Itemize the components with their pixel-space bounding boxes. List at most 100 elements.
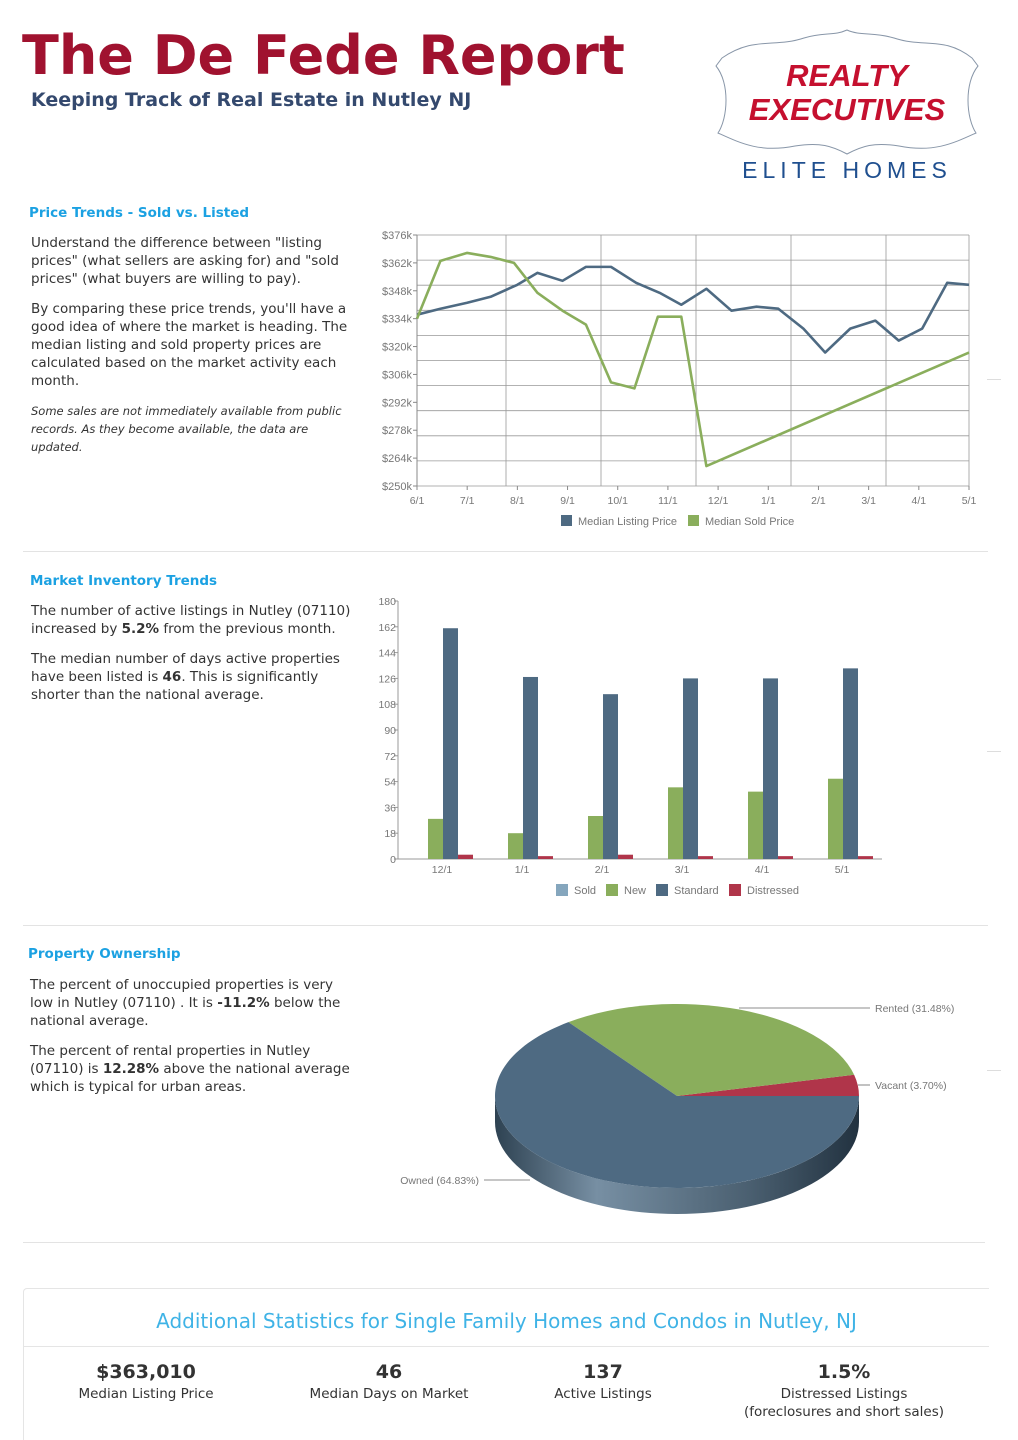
y-tick-label: 72	[384, 751, 396, 763]
x-tick-label: 11/1	[658, 495, 678, 507]
x-tick-label: 2/1	[811, 495, 826, 507]
y-tick-label: 144	[378, 648, 396, 660]
price-trends-paragraph-2: By comparing these price trends, you'll …	[31, 301, 348, 389]
legend-label: Distressed	[747, 885, 799, 897]
y-tick-label: 162	[378, 622, 396, 634]
y-tick-label: $278k	[382, 425, 412, 437]
bar-standard	[763, 678, 778, 859]
x-tick-label: 5/1	[962, 495, 977, 507]
x-tick-label: 1/1	[515, 864, 530, 876]
legend-label: Standard	[674, 885, 719, 897]
section-divider	[23, 925, 988, 926]
pie-slice-owned	[495, 1022, 859, 1188]
bar-distressed	[698, 856, 713, 859]
bar-new	[508, 833, 523, 859]
y-tick-label: 0	[390, 854, 396, 866]
x-tick-label: 5/1	[835, 864, 850, 876]
y-tick-label: 126	[378, 673, 396, 685]
x-tick-label: 7/1	[460, 495, 475, 507]
y-tick-label: $264k	[382, 453, 412, 465]
y-tick-label: $292k	[382, 397, 412, 409]
x-tick-label: 8/1	[510, 495, 525, 507]
stat-distressed-listings: 1.5% Distressed Listings (foreclosures a…	[743, 1361, 945, 1420]
pie-label: Owned (64.83%)	[400, 1175, 479, 1187]
ownership-text: The percent of unoccupied properties is …	[30, 976, 355, 1108]
pie-side	[495, 1096, 859, 1214]
inventory-text: The number of active listings in Nutley …	[31, 602, 356, 716]
x-tick-label: 4/1	[912, 495, 927, 507]
stat-median-days-on-market: 46 Median Days on Market	[309, 1361, 469, 1402]
legend-label: Median Listing Price	[578, 516, 677, 528]
section-divider	[23, 551, 988, 552]
bar-new	[668, 787, 683, 859]
y-tick-label: 90	[384, 725, 396, 737]
y-tick-label: $348k	[382, 286, 412, 298]
legend-swatch	[606, 884, 618, 896]
y-tick-label: $250k	[382, 481, 412, 493]
y-tick-label: 108	[378, 699, 396, 711]
x-tick-label: 1/1	[761, 495, 776, 507]
svg-text:REALTY: REALTY	[786, 58, 911, 93]
bar-new	[748, 791, 763, 859]
legend-swatch	[729, 884, 741, 896]
y-tick-label: $334k	[382, 314, 412, 326]
y-tick-label: 18	[384, 828, 396, 840]
bar-distressed	[858, 856, 873, 859]
stats-divider	[24, 1346, 989, 1347]
bar-distressed	[618, 854, 633, 859]
ownership-heading: Property Ownership	[28, 946, 181, 962]
x-tick-label: 12/1	[432, 864, 453, 876]
section-divider	[23, 1242, 985, 1243]
y-tick-label: $306k	[382, 369, 412, 381]
y-tick-label: 180	[378, 596, 396, 608]
y-tick-label: $320k	[382, 342, 412, 354]
price-trends-line-chart: $250k $264k $278k $292k $306k $320k $334k $348k…	[382, 230, 977, 528]
bar-standard	[843, 668, 858, 859]
svg-text:ELITE HOMES: ELITE HOMES	[742, 157, 952, 183]
series-line-listing	[416, 265, 970, 354]
price-trends-text: Understand the difference between "listi…	[31, 234, 356, 468]
stat-active-listings: 137 Active Listings	[554, 1361, 652, 1402]
bar-standard	[603, 694, 618, 859]
x-tick-label: 4/1	[755, 864, 770, 876]
report-title: The De Fede Report	[22, 24, 625, 87]
margin-tick	[987, 751, 1001, 752]
bar-distressed	[778, 856, 793, 859]
x-tick-label: 10/1	[608, 495, 629, 507]
bar-new	[428, 818, 443, 859]
x-tick-label: 6/1	[410, 495, 425, 507]
svg-text:EXECUTIVES: EXECUTIVES	[749, 92, 946, 127]
inventory-bar-chart: 0 18 36 54 72 90 108 126 144 162 180 12/1 1/1 2/1 3/1 4…	[378, 596, 882, 897]
bar-standard	[443, 628, 458, 859]
stat-median-listing-price: $363,010 Median Listing Price	[78, 1361, 214, 1402]
realty-executives-logo: REALTY EXECUTIVES ELITE HOMES	[715, 29, 979, 183]
legend-swatch	[561, 515, 572, 526]
ownership-paragraph-2: The percent of rental properties in Nutl…	[30, 1043, 350, 1095]
legend-swatch	[688, 515, 699, 526]
series-line-sold	[415, 251, 970, 468]
price-trends-heading: Price Trends - Sold vs. Listed	[29, 205, 250, 221]
x-tick-label: 3/1	[861, 495, 876, 507]
price-trends-note: Some sales are not immediately available…	[31, 404, 342, 454]
legend-label: Sold	[574, 885, 596, 897]
x-tick-label: 9/1	[560, 495, 575, 507]
legend-label: Median Sold Price	[705, 516, 794, 528]
bar-standard	[683, 678, 698, 859]
bar-standard	[523, 676, 538, 859]
y-tick-label: $376k	[382, 230, 412, 242]
margin-tick	[987, 379, 1001, 380]
legend-swatch	[556, 884, 568, 896]
legend-swatch	[656, 884, 668, 896]
margin-tick	[987, 1070, 1001, 1071]
pie-label: Vacant (3.70%)	[875, 1080, 947, 1092]
pie-slice-rented	[568, 1004, 855, 1096]
bar-distressed	[538, 856, 553, 859]
stats-title: Additional Statistics for Single Family …	[156, 1309, 857, 1333]
bar-new	[588, 816, 603, 859]
report-subtitle: Keeping Track of Real Estate in Nutley N…	[31, 89, 472, 111]
x-tick-label: 12/1	[708, 495, 729, 507]
y-tick-label: 36	[384, 802, 396, 814]
inventory-paragraph-1: The number of active listings in Nutley …	[31, 603, 351, 637]
ownership-paragraph-1: The percent of unoccupied properties is …	[30, 977, 341, 1029]
x-tick-label: 2/1	[595, 864, 610, 876]
